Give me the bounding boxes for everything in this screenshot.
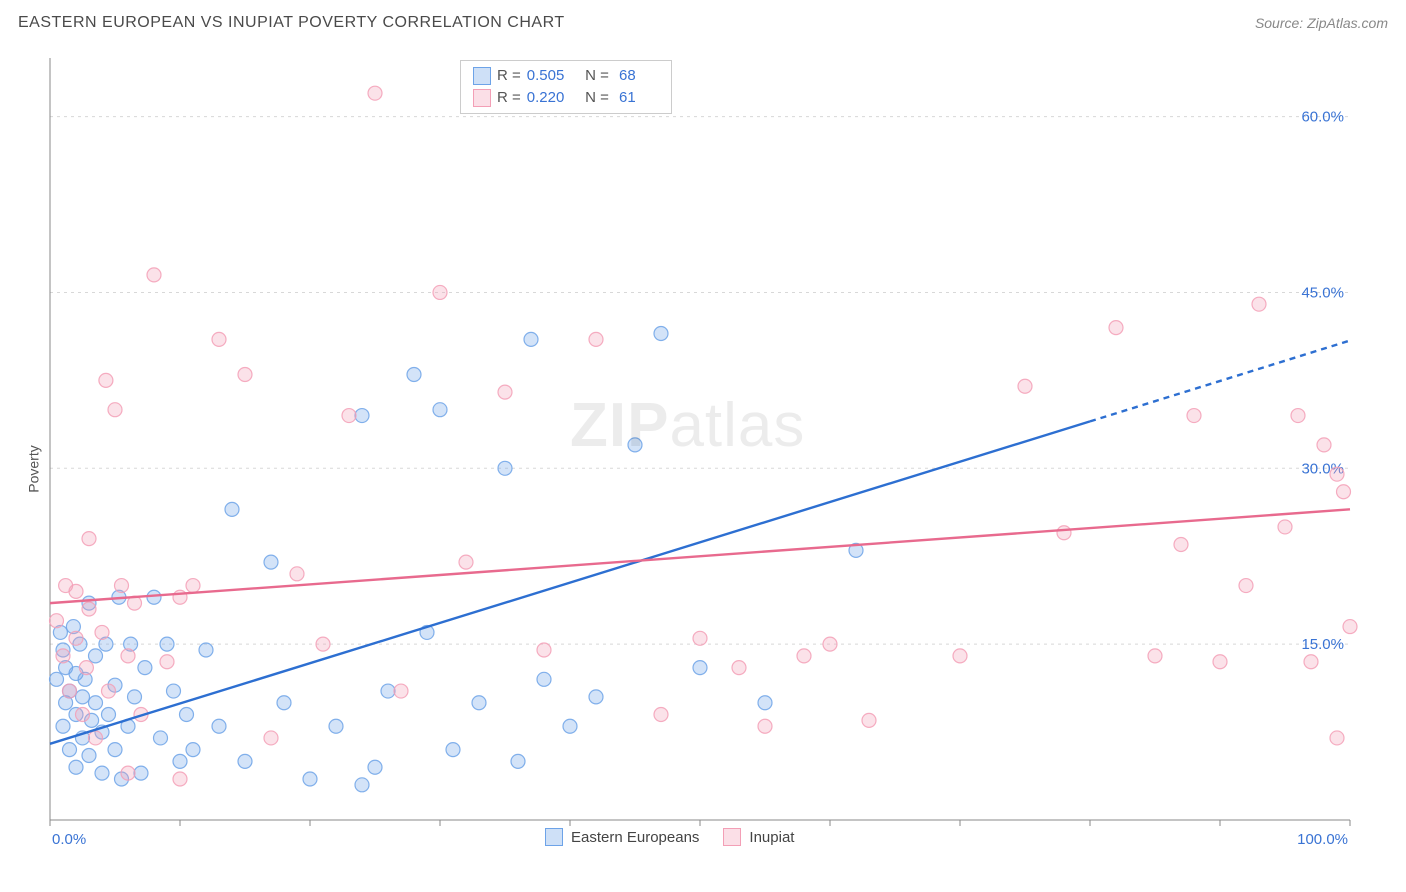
svg-text:60.0%: 60.0% [1301,109,1344,126]
n-label: N = [577,87,609,109]
n-value: 68 [615,65,659,87]
series-swatch [473,89,491,107]
legend-label: Eastern Europeans [571,829,699,846]
svg-text:45.0%: 45.0% [1301,284,1344,301]
r-value: 0.505 [527,65,571,87]
series-swatch [473,67,491,85]
svg-text:100.0%: 100.0% [1297,831,1348,848]
n-value: 61 [615,87,659,109]
info-row: R = 0.220 N = 61 [473,87,659,109]
chart-area: Poverty 0.0%100.0%15.0%30.0%45.0%60.0% [0,46,1406,892]
y-axis-label: Poverty [26,445,42,492]
legend-swatch [723,828,741,846]
r-label: R = [497,87,521,109]
legend-item: Inupiat [723,828,794,846]
legend-label: Inupiat [749,829,794,846]
header: EASTERN EUROPEAN VS INUPIAT POVERTY CORR… [0,0,1406,46]
r-value: 0.220 [527,87,571,109]
svg-text:0.0%: 0.0% [52,831,86,848]
info-row: R = 0.505 N = 68 [473,65,659,87]
legend-swatch [545,828,563,846]
svg-text:15.0%: 15.0% [1301,636,1344,653]
scatter-chart: 0.0%100.0%15.0%30.0%45.0%60.0% [0,46,1406,892]
r-label: R = [497,65,521,87]
n-label: N = [577,65,609,87]
legend-item: Eastern Europeans [545,828,699,846]
chart-title: EASTERN EUROPEAN VS INUPIAT POVERTY CORR… [18,14,565,32]
source-attribution: Source: ZipAtlas.com [1255,15,1388,31]
bottom-legend: Eastern Europeans Inupiat [545,828,794,846]
correlation-info-box: R = 0.505 N = 68 R = 0.220 N = 61 [460,60,672,114]
